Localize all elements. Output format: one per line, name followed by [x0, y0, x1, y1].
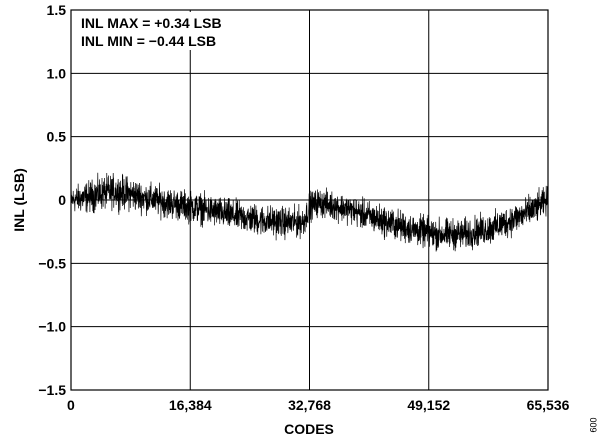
- x-tick-labels: 0 16,384 32,768 49,152 65,536: [67, 397, 570, 413]
- plot-frame: [70, 9, 549, 391]
- x-tick-label: 65,536: [527, 397, 570, 413]
- x-tick-label: 32,768: [288, 397, 331, 413]
- y-tick-label: 0: [58, 192, 66, 208]
- x-axis-title: CODES: [284, 421, 334, 437]
- y-tick-labels: 1.5 1.0 0.5 0 −0.5 −1.0 −1.5: [38, 2, 66, 398]
- annotation-background: [76, 12, 248, 50]
- figure-id: 009: [588, 417, 598, 432]
- annotation-inl-max: INL MAX = +0.34 LSB: [81, 15, 222, 31]
- x-tick-label: 49,152: [407, 397, 450, 413]
- y-tick-label: 1.5: [47, 2, 67, 18]
- y-tick-label: −1.0: [38, 319, 66, 335]
- y-tick-label: 1.0: [47, 65, 67, 81]
- x-tick-label: 0: [67, 397, 75, 413]
- y-tick-label: 0.5: [47, 129, 67, 145]
- y-tick-label: −0.5: [38, 255, 66, 271]
- y-tick-label: −1.5: [38, 382, 66, 398]
- inl-series-line: [70, 172, 549, 252]
- inl-trace: [70, 172, 549, 252]
- x-tick-label: 16,384: [169, 397, 212, 413]
- annotation-inl-min: INL MIN = −0.44 LSB: [81, 33, 216, 49]
- y-axis-title: INL (LSB): [11, 168, 27, 232]
